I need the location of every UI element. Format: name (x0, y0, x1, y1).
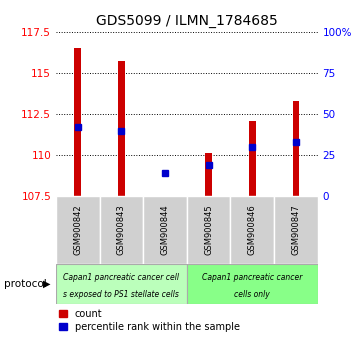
Text: Capan1 pancreatic cancer: Capan1 pancreatic cancer (202, 274, 303, 282)
Text: GSM900846: GSM900846 (248, 205, 257, 256)
Text: GSM900842: GSM900842 (73, 205, 82, 256)
Text: cells only: cells only (234, 290, 270, 299)
Bar (56, 264, 187, 304)
Bar (249, 121, 256, 196)
Bar (74, 48, 81, 196)
Text: Capan1 pancreatic cancer cell: Capan1 pancreatic cancer cell (64, 274, 179, 282)
Text: ▶: ▶ (43, 279, 50, 289)
Text: GSM900845: GSM900845 (204, 205, 213, 256)
Bar (187, 264, 318, 304)
Bar (230, 196, 274, 264)
Text: GSM900844: GSM900844 (161, 205, 170, 256)
Text: s exposed to PS1 stellate cells: s exposed to PS1 stellate cells (64, 290, 179, 299)
Bar (293, 101, 299, 196)
Legend: count, percentile rank within the sample: count, percentile rank within the sample (59, 309, 240, 332)
Bar (187, 196, 230, 264)
Bar (56, 196, 100, 264)
Bar (274, 196, 318, 264)
Bar (100, 196, 143, 264)
Bar (205, 153, 212, 196)
Text: GSM900847: GSM900847 (291, 205, 300, 256)
Text: protocol: protocol (4, 279, 46, 289)
Bar (143, 196, 187, 264)
Text: GSM900843: GSM900843 (117, 205, 126, 256)
Bar (118, 62, 125, 196)
Title: GDS5099 / ILMN_1784685: GDS5099 / ILMN_1784685 (96, 14, 278, 28)
